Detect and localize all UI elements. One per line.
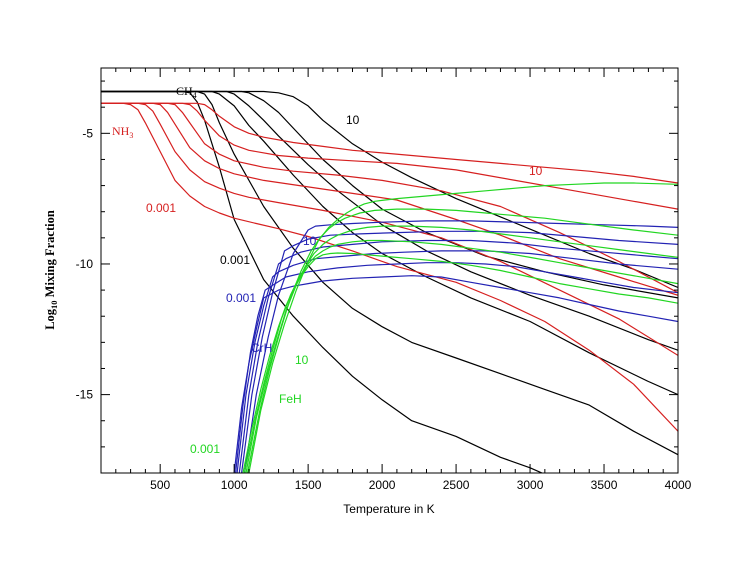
x-tick-label: 2500 xyxy=(443,478,470,492)
crh-name-label: CrH xyxy=(251,341,272,355)
feh-bottom-label: 0.001 xyxy=(190,442,220,456)
series-line-ch4-3 xyxy=(101,90,678,396)
series-line-crh-3 xyxy=(236,250,678,473)
x-tick-label: 4000 xyxy=(665,478,692,492)
feh-name-label: FeH xyxy=(279,392,302,406)
series-line-crh-0-001 xyxy=(233,275,678,473)
tick-layer: 500 1000 1500 2000 2500 3000 3500 4000 -5 -10 -15 xyxy=(76,68,692,492)
ch4-label-main: CH xyxy=(176,84,193,98)
nh3-bottom-label: 0.001 xyxy=(146,201,176,215)
series-line-nh3-10 xyxy=(101,102,678,184)
crh-bottom-label: 0.001 xyxy=(226,291,256,305)
series-line-nh3-0-001 xyxy=(101,102,678,432)
series-line-crh-2 xyxy=(235,262,678,473)
x-tick-label: 2000 xyxy=(369,478,396,492)
y-tick-label: -15 xyxy=(76,388,94,402)
series-line-feh-10 xyxy=(248,182,678,473)
y-axis-label-main: Log xyxy=(43,308,57,330)
x-tick-label: 3000 xyxy=(517,478,544,492)
series-line-nh3-3 xyxy=(101,102,678,296)
x-axis-label: Temperature in K xyxy=(343,502,434,516)
series-line-nh3-4 xyxy=(101,102,678,294)
crh-top-label: 10 xyxy=(303,234,317,248)
ch4-bottom-label: 0.001 xyxy=(220,253,250,267)
x-tick-label: 1500 xyxy=(295,478,322,492)
series-line-nh3-5 xyxy=(101,102,678,210)
ch4-top-label: 10 xyxy=(346,113,360,127)
plot-frame xyxy=(100,67,679,474)
series-line-crh-5 xyxy=(241,230,678,473)
y-tick-label: -5 xyxy=(82,126,93,140)
series-line-ch4-5 xyxy=(101,90,678,299)
ch4-label-sub: 4 xyxy=(193,91,197,100)
series-line-feh-2 xyxy=(243,239,678,473)
feh-top-label: 10 xyxy=(295,353,309,367)
series-line-crh-4 xyxy=(238,239,678,473)
series-line-feh-4 xyxy=(246,208,678,473)
nh3-label-main: NH xyxy=(112,124,130,138)
series-line-ch4-2 xyxy=(101,90,678,456)
series-line-ch4-0-001 xyxy=(101,90,544,473)
series-line-nh3-2 xyxy=(101,102,678,356)
x-tick-label: 500 xyxy=(150,478,170,492)
y-axis-label-sub: 10 xyxy=(49,300,59,309)
y-axis-label-rest: Mixing Fraction xyxy=(43,210,57,300)
nh3-label-sub: 3 xyxy=(129,131,133,140)
series-line-ch4-4 xyxy=(101,90,678,351)
y-axis-label: Log10 Mixing Fraction xyxy=(43,210,59,330)
x-tick-label: 1000 xyxy=(221,478,248,492)
nh3-label: NH3 xyxy=(112,124,133,140)
series-line-crh-10 xyxy=(243,220,678,473)
series-layer xyxy=(101,90,678,473)
y-tick-label: -10 xyxy=(76,257,94,271)
nh3-top-label: 10 xyxy=(529,164,543,178)
x-tick-label: 3500 xyxy=(591,478,618,492)
ch4-label: CH4 xyxy=(176,84,197,100)
series-line-ch4-10 xyxy=(101,90,678,289)
